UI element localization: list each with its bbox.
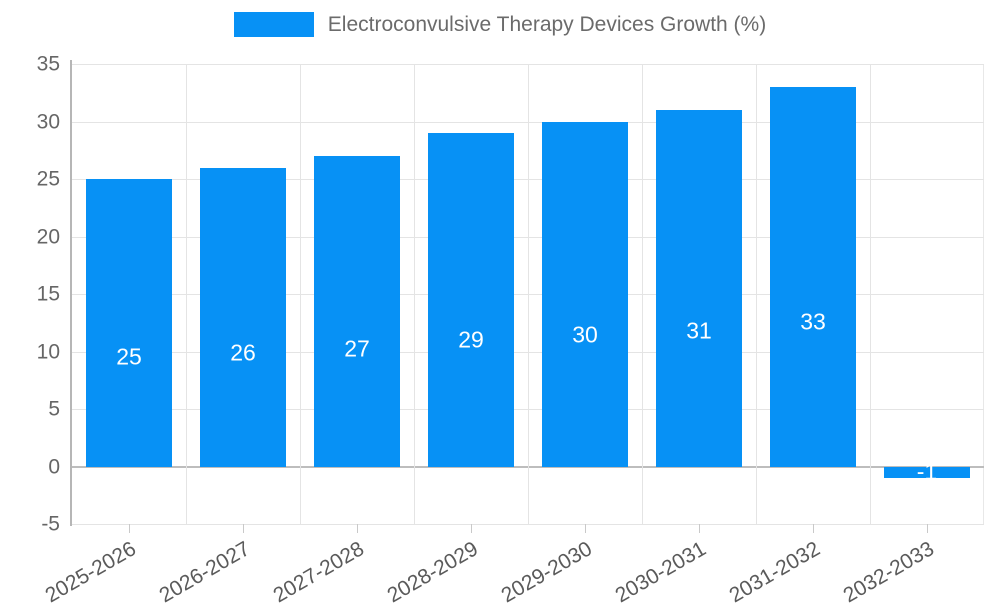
bar-value-label: 30 bbox=[572, 321, 598, 348]
x-axis-tick-mark bbox=[927, 524, 928, 533]
bar[interactable] bbox=[428, 133, 514, 467]
bar[interactable] bbox=[884, 466, 970, 478]
x-axis-tick-mark bbox=[129, 524, 130, 533]
gridline-horizontal bbox=[72, 524, 984, 525]
gridline-vertical bbox=[528, 64, 529, 524]
gridline-vertical bbox=[870, 64, 871, 524]
gridline-vertical bbox=[414, 64, 415, 524]
y-axis-tick-label: 25 bbox=[36, 167, 60, 191]
y-axis-tick-labels: 35 30 25 20 15 10 5 0 -5 bbox=[0, 54, 60, 535]
y-axis-tick-label: 30 bbox=[36, 110, 60, 133]
plot-area: 25 26 27 29 30 31 33 -1 bbox=[72, 64, 984, 525]
gridline-vertical bbox=[642, 64, 643, 524]
bar-value-label: 26 bbox=[230, 339, 256, 366]
x-axis-tick-label: 2028-2029 bbox=[383, 537, 482, 608]
bar-value-label: 27 bbox=[344, 335, 370, 361]
y-axis-tick-label: -5 bbox=[41, 512, 60, 536]
x-axis-tick-labels: 2025-2026 2026-2027 2027-2028 2028-2029 2029… bbox=[42, 524, 984, 607]
x-axis-tick-mark bbox=[357, 524, 358, 533]
x-axis-tick-label: 2030-2031 bbox=[611, 537, 710, 608]
legend-entry[interactable]: Electroconvulsive Therapy Devices Growth… bbox=[233, 12, 767, 37]
x-axis-tick-label: 2027-2028 bbox=[269, 537, 368, 608]
bar-value-label: 33 bbox=[800, 308, 826, 335]
bar[interactable] bbox=[656, 110, 742, 467]
y-axis-tick-label: 20 bbox=[36, 225, 60, 248]
x-axis-tick-mark bbox=[813, 524, 814, 533]
x-axis-tick-mark bbox=[699, 524, 700, 533]
x-axis-tick-label: 2026-2027 bbox=[155, 537, 254, 608]
y-axis-spine bbox=[70, 60, 72, 526]
bar-value-label: 29 bbox=[458, 326, 484, 353]
y-axis-tick-label: 10 bbox=[36, 340, 60, 363]
y-axis-tick-label: 0 bbox=[48, 455, 60, 478]
x-axis-tick-mark bbox=[471, 524, 472, 533]
x-axis-tick-label: 2025-2026 bbox=[41, 537, 141, 608]
bar[interactable] bbox=[86, 179, 172, 467]
bar[interactable] bbox=[542, 121, 628, 467]
x-axis-tick-mark bbox=[243, 524, 244, 533]
y-axis-tick-label: 35 bbox=[36, 52, 60, 76]
y-axis-tick-label: 15 bbox=[36, 282, 60, 306]
bar-value-label: -1 bbox=[916, 458, 938, 485]
legend-color-swatch bbox=[233, 12, 314, 37]
chart-legend: Electroconvulsive Therapy Devices Growth… bbox=[0, 12, 1000, 37]
x-axis-tick-label: 2031-2032 bbox=[725, 537, 824, 608]
legend-label: Electroconvulsive Therapy Devices Growth… bbox=[327, 13, 767, 36]
gridline-vertical bbox=[300, 64, 301, 524]
bar[interactable] bbox=[200, 167, 286, 467]
bar[interactable] bbox=[314, 156, 400, 467]
bar-chart: Electroconvulsive Therapy Devices Growth… bbox=[0, 12, 1000, 608]
y-axis-tick-label: 5 bbox=[48, 397, 60, 421]
x-axis-tick-label: 2029-2030 bbox=[497, 537, 596, 608]
bar-value-label: 31 bbox=[686, 317, 712, 344]
x-axis-tick-label: 2032-2033 bbox=[839, 537, 938, 608]
bar-value-label: 25 bbox=[116, 343, 142, 370]
gridline-vertical bbox=[186, 64, 187, 524]
x-axis-tick-mark bbox=[585, 524, 586, 533]
bar[interactable] bbox=[770, 87, 856, 467]
gridline-vertical bbox=[756, 64, 757, 524]
